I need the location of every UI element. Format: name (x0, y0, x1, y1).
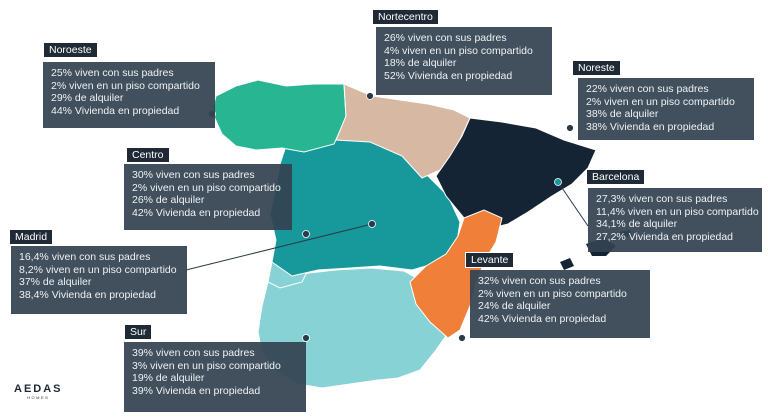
region-tag-barcelona: Barcelona (586, 169, 646, 185)
stat-line: 38% de alquiler (586, 108, 659, 121)
region-levante (409, 209, 503, 339)
stat-line: 42% Vivienda en propiedad (478, 312, 607, 325)
region-noreste (435, 117, 597, 231)
stat-line: 18% de alquiler (384, 57, 457, 70)
stat-line: 52% Vivienda en propiedad (384, 69, 513, 82)
stat-line: 38,4% Vivienda en propiedad (19, 288, 156, 301)
region-tag-centro: Centro (126, 147, 170, 163)
connector-lines (185, 181, 589, 271)
info-box-madrid: 16,4% viven con sus padres 8,2% viven en… (11, 246, 187, 314)
stat-line: 39% Vivienda en propiedad (132, 384, 261, 397)
marker-levante (458, 334, 466, 342)
marker-nortecentro (366, 92, 374, 100)
region-tag-noreste: Noreste (572, 60, 621, 76)
region-tag-sur: Sur (124, 324, 153, 340)
stat-line: 42% Vivienda en propiedad (132, 206, 261, 219)
stat-line: 11,4% viven en un piso compartido (596, 205, 759, 218)
region-tag-levante: Levante (465, 252, 515, 268)
info-box-noreste: 22% viven con sus padres 2% viven en un … (578, 78, 754, 140)
stat-line: 24% de alquiler (478, 300, 551, 313)
stat-line: 2% viven en un piso compartido (586, 95, 735, 108)
stat-line: 2% viven en un piso compartido (478, 287, 627, 300)
stat-line: 3% viven en un piso compartido (132, 359, 281, 372)
stat-line: 27,3% viven con sus padres (596, 193, 728, 205)
region-tag-nortecentro: Nortecentro (372, 9, 439, 25)
region-levante-shape (409, 209, 503, 339)
info-box-noroeste: 25% viven con sus padres 2% viven en un … (43, 62, 215, 128)
marker-centro (302, 230, 310, 238)
marker-barcelona (554, 178, 562, 186)
stat-line: 2% viven en un piso compartido (51, 79, 200, 92)
stat-line: 38% Vivienda en propiedad (586, 120, 715, 133)
stat-line: 4% viven en un piso compartido (384, 44, 533, 57)
marker-noreste (566, 124, 574, 132)
info-box-sur: 39% viven con sus padres 3% viven en un … (124, 342, 306, 412)
logo-sub: HOMES (27, 395, 50, 400)
stat-line: 22% viven con sus padres (586, 83, 709, 95)
stat-line: 27,2% Vivienda en propiedad (596, 230, 733, 243)
stat-line: 29% de alquiler (51, 92, 124, 105)
info-box-barcelona: 27,3% viven con sus padres 11,4% viven e… (588, 188, 762, 252)
stat-line: 44% Vivienda en propiedad (51, 104, 180, 117)
logo-brand: AEDAS (14, 383, 63, 395)
stat-line: 16,4% viven con sus padres (19, 251, 151, 263)
info-box-nortecentro: 26% viven con sus padres 4% viven en un … (376, 27, 552, 95)
region-noroeste-shape (211, 79, 347, 153)
stat-line: 32% viven con sus padres (478, 275, 601, 287)
stat-line: 2% viven en un piso compartido (132, 181, 281, 194)
region-noroeste (211, 79, 347, 153)
stat-line: 34,1% de alquiler (596, 218, 678, 231)
stat-line: 26% viven con sus padres (384, 32, 507, 44)
island-ibiza (560, 258, 574, 270)
info-box-levante: 32% viven con sus padres 2% viven en un … (470, 270, 650, 338)
stat-line: 19% de alquiler (132, 372, 205, 385)
aedas-homes-logo: AEDAS HOMES (14, 383, 63, 400)
marker-sur (302, 334, 310, 342)
stat-line: 37% de alquiler (19, 276, 92, 289)
info-box-centro: 30% viven con sus padres 2% viven en un … (124, 164, 292, 230)
connector-line-madrid (185, 223, 373, 271)
marker-madrid (368, 220, 376, 228)
stat-line: 39% viven con sus padres (132, 347, 255, 359)
connector-line-barcelona (557, 181, 589, 227)
stat-line: 26% de alquiler (132, 194, 205, 207)
stat-line: 30% viven con sus padres (132, 169, 255, 181)
region-noreste-shape (435, 117, 597, 231)
region-tag-noroeste: Noroeste (43, 42, 98, 58)
region-tag-madrid: Madrid (9, 229, 54, 245)
stat-line: 25% viven con sus padres (51, 67, 174, 79)
stat-line: 8,2% viven en un piso compartido (19, 263, 177, 276)
